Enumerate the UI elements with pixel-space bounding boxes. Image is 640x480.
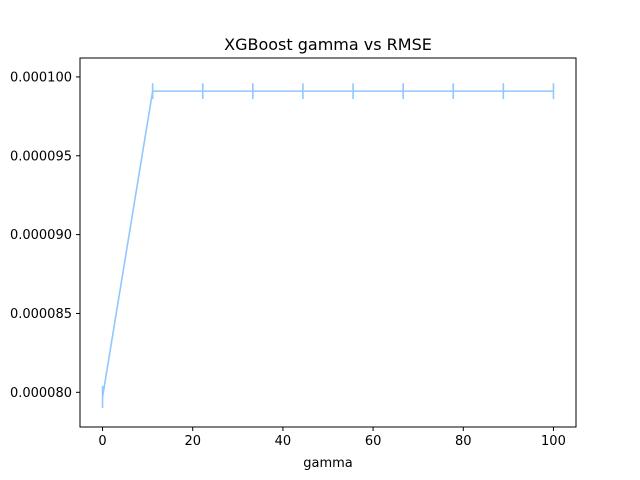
y-tick-label: 0.000095 [10,149,72,164]
y-tick-label: 0.000085 [10,307,72,322]
series-layer [101,83,555,409]
x-axis: 0 20 40 60 80 100 [98,427,566,449]
x-tick-label: 40 [275,434,292,449]
x-tick-label: 80 [455,434,472,449]
plot-frame [79,57,577,428]
x-tick-label: 20 [184,434,201,449]
y-axis: 0.000080 0.000085 0.000090 0.000095 0.000100 [10,70,80,401]
y-tick-label: 0.000100 [10,70,72,85]
x-axis-label: gamma [303,456,353,471]
series-line [101,90,554,398]
x-tick-label: 60 [365,434,382,449]
y-tick-label: 0.000090 [10,228,72,243]
chart-title: XGBoost gamma vs RMSE [224,35,432,54]
x-tick-label: 100 [541,434,566,449]
x-tick-label: 0 [98,434,106,449]
y-tick-label: 0.000080 [10,386,72,401]
